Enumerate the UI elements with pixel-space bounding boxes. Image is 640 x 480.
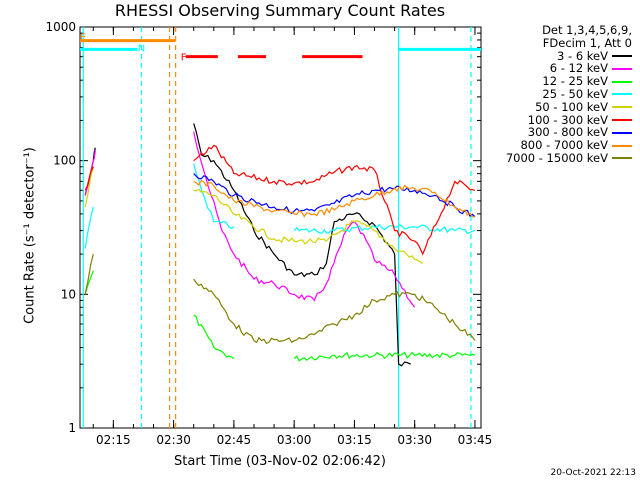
series-line-1: [84, 131, 416, 308]
y-tick-label: 100: [53, 154, 76, 168]
x-tick-label: 03:45: [458, 433, 493, 447]
legend-item-label: 50 - 100 keV: [535, 99, 608, 114]
plot-frame: [79, 26, 482, 429]
annotation-label: E: [80, 32, 86, 43]
legend-item-label: 300 - 800 keV: [527, 125, 608, 140]
annotation-label: N: [138, 44, 145, 55]
legend-swatch: [612, 67, 632, 70]
y-tick-label: 1: [68, 421, 76, 435]
footer-timestamp: 20-Oct-2021 22:13: [550, 468, 636, 478]
x-tick-label: 03:15: [337, 433, 372, 447]
legend-item: 7000 - 15000 keV: [480, 152, 632, 165]
x-tick-label: 03:00: [277, 433, 312, 447]
legend: Det 1,3,4,5,6,9, FDecim 1, Att 0 3 - 6 k…: [480, 24, 632, 165]
legend-swatch: [612, 80, 632, 83]
series-line-7: [193, 179, 475, 218]
legend-item: 25 - 50 keV: [480, 88, 632, 101]
x-tick-label: 02:15: [96, 433, 131, 447]
legend-items: 3 - 6 keV 6 - 12 keV 12 - 25 keV 25 - 50 ke…: [480, 48, 632, 165]
legend-swatch: [612, 157, 632, 160]
legend-item-label: 3 - 6 keV: [557, 48, 608, 63]
legend-swatch: [612, 144, 632, 147]
series-line-5: [84, 144, 476, 256]
legend-swatch: [612, 131, 632, 134]
y-tick-label: 10: [61, 287, 76, 301]
legend-swatch: [612, 93, 632, 96]
legend-item: 800 - 7000 keV: [480, 139, 632, 152]
legend-item: 6 - 12 keV: [480, 62, 632, 75]
legend-swatch: [612, 55, 632, 58]
legend-item: 50 - 100 keV: [480, 99, 632, 114]
series-line-2: [84, 270, 476, 362]
legend-swatch: [612, 119, 632, 122]
legend-item-label: 800 - 7000 keV: [520, 138, 608, 153]
annotation-label: F: [181, 53, 187, 64]
legend-item: 3 - 6 keV: [480, 48, 632, 63]
legend-header-line-1: Det 1,3,4,5,6,9,: [542, 23, 632, 37]
y-axis-label: Count Rate (s⁻¹ detector⁻¹): [22, 147, 38, 324]
legend-swatch: [612, 106, 632, 109]
y-tick-label: 1000: [45, 20, 76, 34]
legend-item: 12 - 25 keV: [480, 75, 632, 88]
legend-item: 300 - 800 keV: [480, 126, 632, 139]
chart-title: RHESSI Observing Summary Count Rates: [114, 1, 446, 20]
x-tick-label: 03:30: [397, 433, 432, 447]
series-line-0: [84, 123, 411, 367]
x-tick-label: 02:30: [156, 433, 191, 447]
x-tick-label: 02:45: [217, 433, 252, 447]
series-line-8: [84, 253, 476, 345]
series-line-6: [193, 173, 476, 218]
legend-item-label: 6 - 12 keV: [549, 61, 608, 76]
series-line-3: [84, 163, 476, 249]
x-axis-label: Start Time (03-Nov-02 02:06:42): [174, 454, 386, 469]
legend-item-label: 100 - 300 keV: [527, 112, 608, 127]
series-line-4: [84, 166, 424, 264]
legend-header-line-2: FDecim 1, Att 0: [542, 35, 632, 50]
legend-item-label: 25 - 50 keV: [542, 86, 608, 101]
legend-item-label: 7000 - 15000 keV: [505, 150, 608, 165]
legend-item: 100 - 300 keV: [480, 112, 632, 127]
legend-item-label: 12 - 25 keV: [542, 74, 608, 89]
